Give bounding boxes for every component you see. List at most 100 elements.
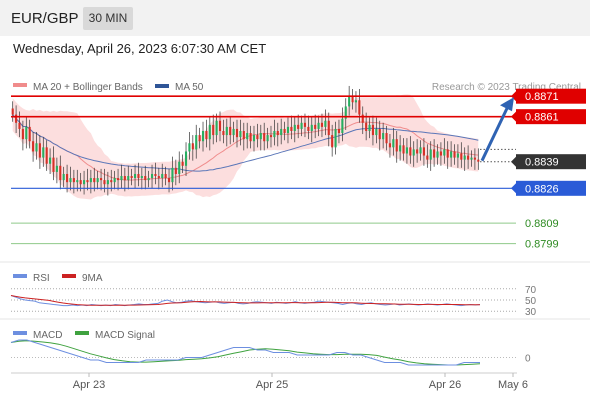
candle-body bbox=[15, 114, 18, 123]
candle bbox=[181, 154, 184, 173]
level-0.8861: 0.8861 bbox=[11, 109, 586, 125]
candle-body bbox=[147, 178, 150, 181]
macd-zero-label: 0 bbox=[525, 354, 531, 365]
candle bbox=[229, 116, 232, 145]
candle-body bbox=[416, 149, 419, 154]
candle bbox=[317, 115, 320, 137]
candle bbox=[215, 113, 218, 143]
candle bbox=[429, 141, 432, 171]
candle bbox=[96, 170, 99, 190]
candle bbox=[201, 121, 205, 152]
candle-body bbox=[300, 122, 303, 129]
candle bbox=[137, 162, 140, 187]
candle-body bbox=[62, 173, 65, 181]
candle-body bbox=[341, 118, 344, 134]
candle-body bbox=[171, 167, 174, 183]
support-label: 0.8826 bbox=[525, 183, 559, 195]
candle-body bbox=[239, 130, 242, 138]
candle bbox=[283, 121, 286, 141]
candle-body bbox=[76, 180, 79, 183]
candle bbox=[409, 136, 412, 164]
candle bbox=[140, 167, 143, 190]
candle-body bbox=[45, 147, 48, 164]
resistance-tag bbox=[516, 88, 586, 104]
candle-body bbox=[249, 133, 252, 142]
candle bbox=[222, 119, 225, 144]
candle bbox=[269, 125, 273, 148]
level-0.8799: 0.8799 bbox=[11, 239, 559, 251]
candle-body bbox=[123, 176, 126, 181]
level-0.8826: 0.8826 bbox=[11, 180, 586, 196]
candle bbox=[15, 105, 18, 134]
candle bbox=[388, 134, 391, 158]
instrument-pair: EUR/GBP bbox=[11, 10, 79, 27]
candle bbox=[144, 165, 147, 190]
candle bbox=[120, 164, 123, 189]
rsi-ma-legend-swatch bbox=[62, 274, 76, 278]
timeframe-button[interactable]: 30 MIN bbox=[83, 7, 133, 30]
candle-body bbox=[59, 165, 62, 181]
candle-body bbox=[140, 176, 143, 179]
candle bbox=[59, 155, 62, 190]
candle-body bbox=[157, 176, 160, 179]
candle bbox=[174, 159, 177, 186]
candle bbox=[127, 165, 130, 190]
candle-body bbox=[290, 126, 293, 131]
macd-legend-label: MACD bbox=[33, 330, 62, 341]
rsi-level-label: 50 bbox=[525, 296, 537, 307]
credit-label: Research © 2023 Trading Central bbox=[432, 82, 581, 93]
bollinger-band bbox=[12, 94, 479, 200]
candle bbox=[150, 164, 154, 189]
candle bbox=[55, 157, 58, 184]
candle-body bbox=[198, 135, 201, 142]
candle bbox=[72, 169, 75, 194]
candle bbox=[263, 122, 266, 151]
candle-body bbox=[419, 147, 422, 154]
candle-body bbox=[477, 159, 480, 162]
candle bbox=[21, 120, 24, 151]
candle bbox=[208, 116, 211, 151]
rsi-ma-legend-label: 9MA bbox=[82, 273, 103, 284]
candle-body bbox=[354, 100, 358, 103]
candle-body bbox=[72, 178, 75, 183]
candle bbox=[405, 138, 408, 164]
candle bbox=[11, 101, 14, 122]
candle bbox=[195, 124, 198, 159]
rsi-ma-line bbox=[10, 295, 481, 306]
candle-body bbox=[334, 128, 337, 148]
candle-body bbox=[164, 173, 167, 179]
candle bbox=[273, 119, 276, 146]
candle bbox=[18, 111, 21, 138]
candle-body bbox=[103, 180, 106, 185]
macd-legend-swatch bbox=[13, 331, 27, 335]
candle-body bbox=[303, 122, 307, 127]
rsi-legend-label: RSI bbox=[33, 273, 50, 284]
candle bbox=[290, 115, 293, 140]
candle bbox=[463, 147, 466, 171]
candle-body bbox=[269, 135, 273, 138]
candle bbox=[371, 115, 374, 146]
candle-body bbox=[331, 135, 334, 148]
ma20-legend-swatch bbox=[13, 83, 27, 87]
candle-body bbox=[405, 147, 408, 154]
candle-body bbox=[212, 124, 215, 136]
support-tag-arrow bbox=[511, 183, 516, 194]
candle bbox=[184, 142, 188, 177]
candle-body bbox=[385, 133, 388, 144]
resistance-label: 0.8861 bbox=[525, 112, 559, 124]
candle-body bbox=[225, 126, 228, 136]
candle-body bbox=[399, 145, 402, 152]
candle bbox=[235, 119, 239, 148]
candle bbox=[327, 112, 330, 147]
level-0.8871: 0.8871 bbox=[11, 88, 586, 104]
candle bbox=[293, 116, 296, 143]
candle bbox=[433, 139, 436, 167]
candle bbox=[35, 132, 38, 160]
candle-body bbox=[259, 133, 262, 140]
x-tick-label: Apr 25 bbox=[256, 379, 288, 391]
candle-body bbox=[11, 108, 14, 115]
x-tick-label: Apr 23 bbox=[73, 379, 105, 391]
candle bbox=[256, 123, 259, 148]
candle bbox=[378, 120, 381, 151]
candle bbox=[25, 116, 28, 149]
